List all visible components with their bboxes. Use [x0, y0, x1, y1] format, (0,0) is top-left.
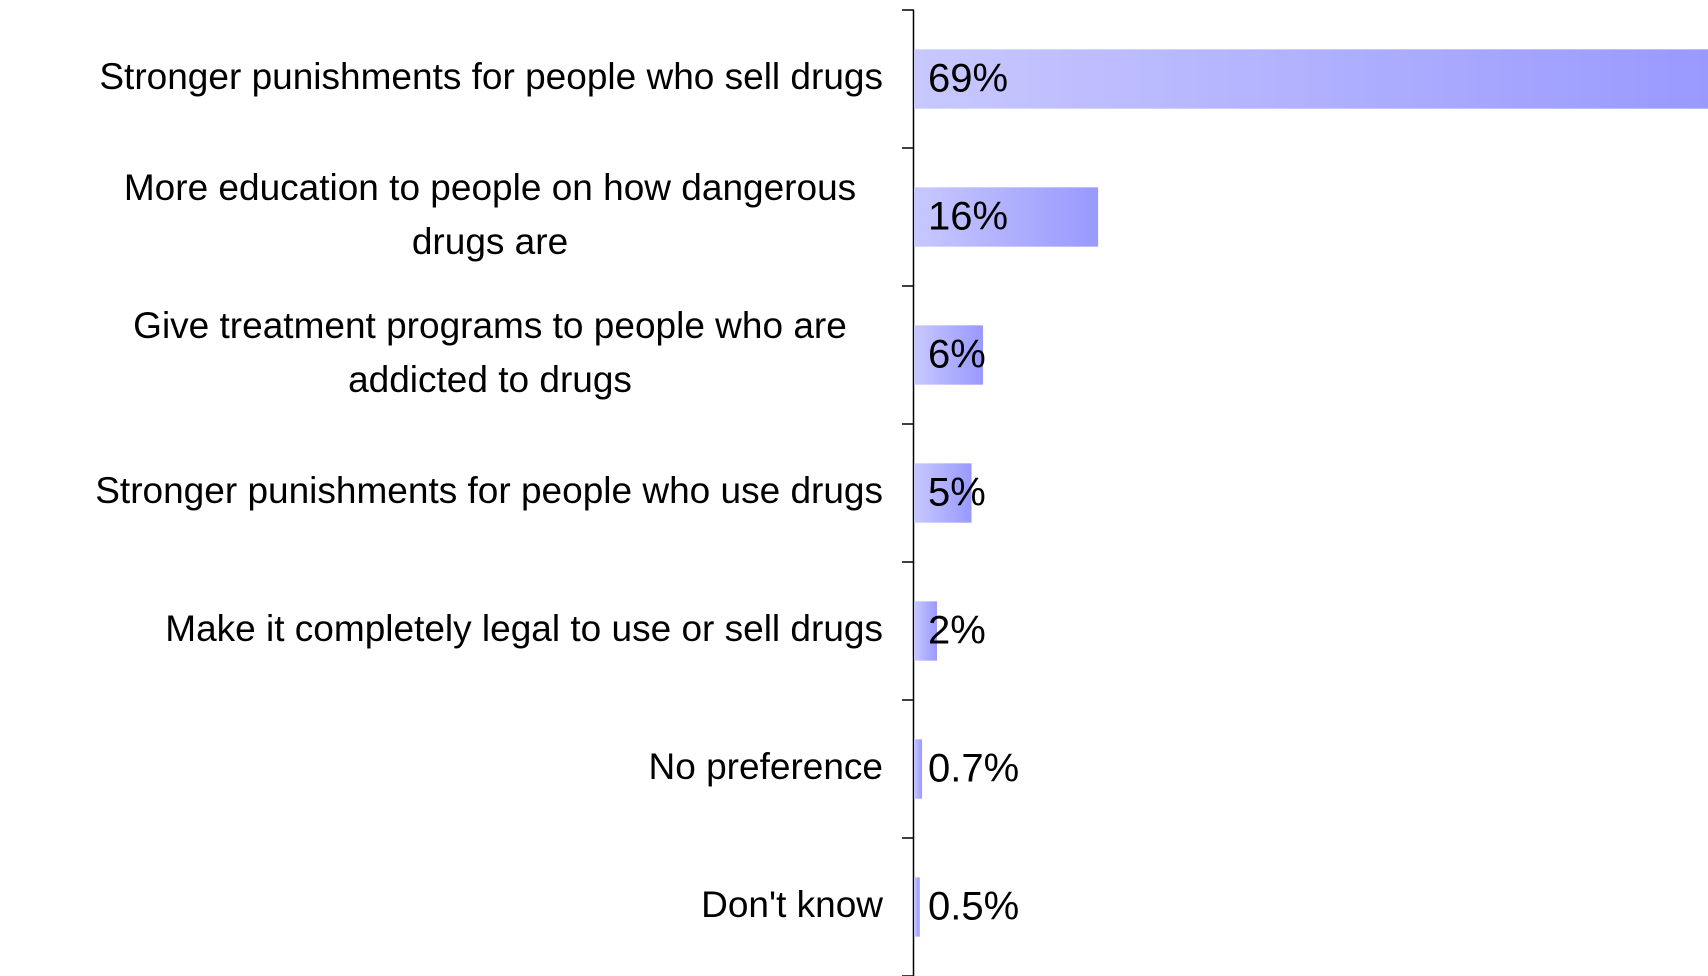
data-label: 0.5% — [928, 885, 1019, 929]
category-label: Stronger punishments for people who use … — [95, 470, 883, 511]
data-label: 6% — [928, 333, 986, 377]
bar — [914, 325, 984, 385]
data-label: 5% — [928, 471, 986, 515]
bar — [914, 739, 923, 799]
category-label: Stronger punishments for people who sell… — [99, 56, 883, 97]
bar — [914, 187, 1099, 247]
data-label: 0.7% — [928, 747, 1019, 791]
category-label: No preference — [649, 746, 883, 787]
bar — [914, 49, 1708, 109]
data-label: 69% — [928, 57, 1008, 101]
category-label: Don't know — [701, 884, 883, 925]
bar — [914, 601, 938, 661]
category-label: Make it completely legal to use or sell … — [165, 608, 883, 649]
category-label: Give treatment programs to people who ar… — [133, 305, 847, 400]
bar — [914, 877, 920, 937]
data-label: 16% — [928, 195, 1008, 239]
bar — [914, 463, 972, 523]
data-label: 2% — [928, 609, 986, 653]
category-label: More education to people on how dangerou… — [124, 167, 856, 262]
